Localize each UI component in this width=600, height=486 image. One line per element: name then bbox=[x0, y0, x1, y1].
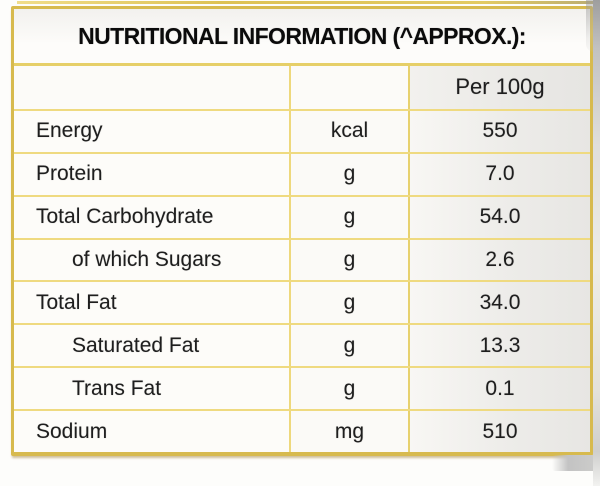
nutrient-name-cell: Energy bbox=[14, 110, 289, 152]
nutrient-unit-cell: mg bbox=[289, 411, 410, 453]
nutrient-value-cell: 550 bbox=[410, 110, 590, 152]
nutrient-name-cell: Total Carbohydrate bbox=[14, 196, 289, 238]
nutrient-name: Protein bbox=[36, 162, 103, 186]
nutrient-value: 550 bbox=[482, 119, 518, 143]
nutrient-value-cell: 7.0 bbox=[410, 153, 590, 195]
table-row: Protein g 7.0 bbox=[14, 151, 590, 195]
table-header-row: Per 100g bbox=[14, 63, 590, 109]
table-row: Energy kcal 550 bbox=[14, 108, 590, 152]
nutrient-value-cell: 13.3 bbox=[410, 325, 590, 367]
nutrient-unit-cell: g bbox=[289, 282, 410, 324]
header-per-100g-cell: Per 100g bbox=[410, 66, 590, 109]
nutrient-unit-cell: g bbox=[289, 239, 410, 281]
nutrient-unit-cell: g bbox=[289, 196, 410, 238]
nutrient-unit: g bbox=[343, 333, 356, 357]
nutrient-name: of which Sugars bbox=[72, 248, 222, 271]
nutrient-value: 13.3 bbox=[479, 333, 521, 357]
nutrient-unit-cell: kcal bbox=[289, 110, 410, 152]
nutrient-name: Sodium bbox=[36, 419, 108, 443]
nutrient-name-cell: Sodium bbox=[14, 411, 289, 453]
nutrient-name-cell: of which Sugars bbox=[14, 239, 289, 281]
nutrient-name-cell: Total Fat bbox=[14, 282, 289, 324]
label-frame-top-line bbox=[17, 1, 600, 4]
nutrient-name-cell: Trans Fat bbox=[14, 368, 289, 410]
nutrient-value-cell: 34.0 bbox=[410, 282, 590, 324]
nutrient-name: Trans Fat bbox=[72, 376, 162, 400]
nutrient-unit-cell: g bbox=[289, 368, 410, 410]
nutrient-value-cell: 2.6 bbox=[410, 239, 590, 281]
nutrient-value: 510 bbox=[482, 419, 518, 443]
nutrient-value-cell: 0.1 bbox=[410, 368, 590, 410]
nutrient-unit-cell: g bbox=[289, 325, 410, 367]
nutrient-value: 2.6 bbox=[485, 248, 515, 271]
table-row: Total Fat g 34.0 bbox=[14, 280, 590, 324]
nutrient-value-cell: 54.0 bbox=[410, 196, 590, 238]
table-row: Sodium mg 510 bbox=[14, 409, 590, 453]
nutrient-name-cell: Saturated Fat bbox=[14, 325, 289, 367]
nutrient-value: 54.0 bbox=[479, 205, 521, 229]
header-per-100g-label: Per 100g bbox=[455, 74, 545, 100]
nutrient-name: Energy bbox=[36, 119, 103, 143]
nutrient-value: 34.0 bbox=[479, 290, 521, 314]
photo-shading-bottom-right bbox=[552, 455, 598, 471]
header-unit-cell bbox=[289, 66, 410, 109]
photo-shading-right-edge bbox=[593, 0, 600, 486]
nutrient-unit: mg bbox=[334, 419, 365, 443]
nutrient-unit: g bbox=[343, 376, 356, 400]
nutrient-value-cell: 510 bbox=[410, 411, 590, 453]
nutrient-unit-cell: g bbox=[289, 153, 410, 195]
table-row: Total Carbohydrate g 54.0 bbox=[14, 194, 590, 238]
nutrient-value: 0.1 bbox=[485, 376, 515, 400]
table-title-row: NUTRITIONAL INFORMATION (^APPROX.): bbox=[14, 9, 590, 63]
nutrient-name: Total Fat bbox=[36, 290, 117, 314]
table-row: Saturated Fat g 13.3 bbox=[14, 323, 590, 367]
nutrient-name: Total Carbohydrate bbox=[36, 205, 214, 229]
nutrient-unit: kcal bbox=[330, 119, 369, 143]
nutrient-name-cell: Protein bbox=[14, 153, 289, 195]
nutrient-name: Saturated Fat bbox=[72, 333, 200, 357]
table-row: of which Sugars g 2.6 bbox=[14, 237, 590, 281]
table-title: NUTRITIONAL INFORMATION (^APPROX.): bbox=[78, 22, 526, 49]
nutrient-unit: g bbox=[343, 248, 356, 271]
nutrient-value: 7.0 bbox=[485, 162, 515, 186]
nutrition-table: NUTRITIONAL INFORMATION (^APPROX.): Per … bbox=[11, 6, 593, 456]
table-row: Trans Fat g 0.1 bbox=[14, 366, 590, 410]
nutrient-unit: g bbox=[343, 162, 356, 186]
nutrient-unit: g bbox=[343, 290, 356, 314]
header-name-cell bbox=[14, 66, 289, 109]
nutrient-unit: g bbox=[343, 205, 356, 229]
